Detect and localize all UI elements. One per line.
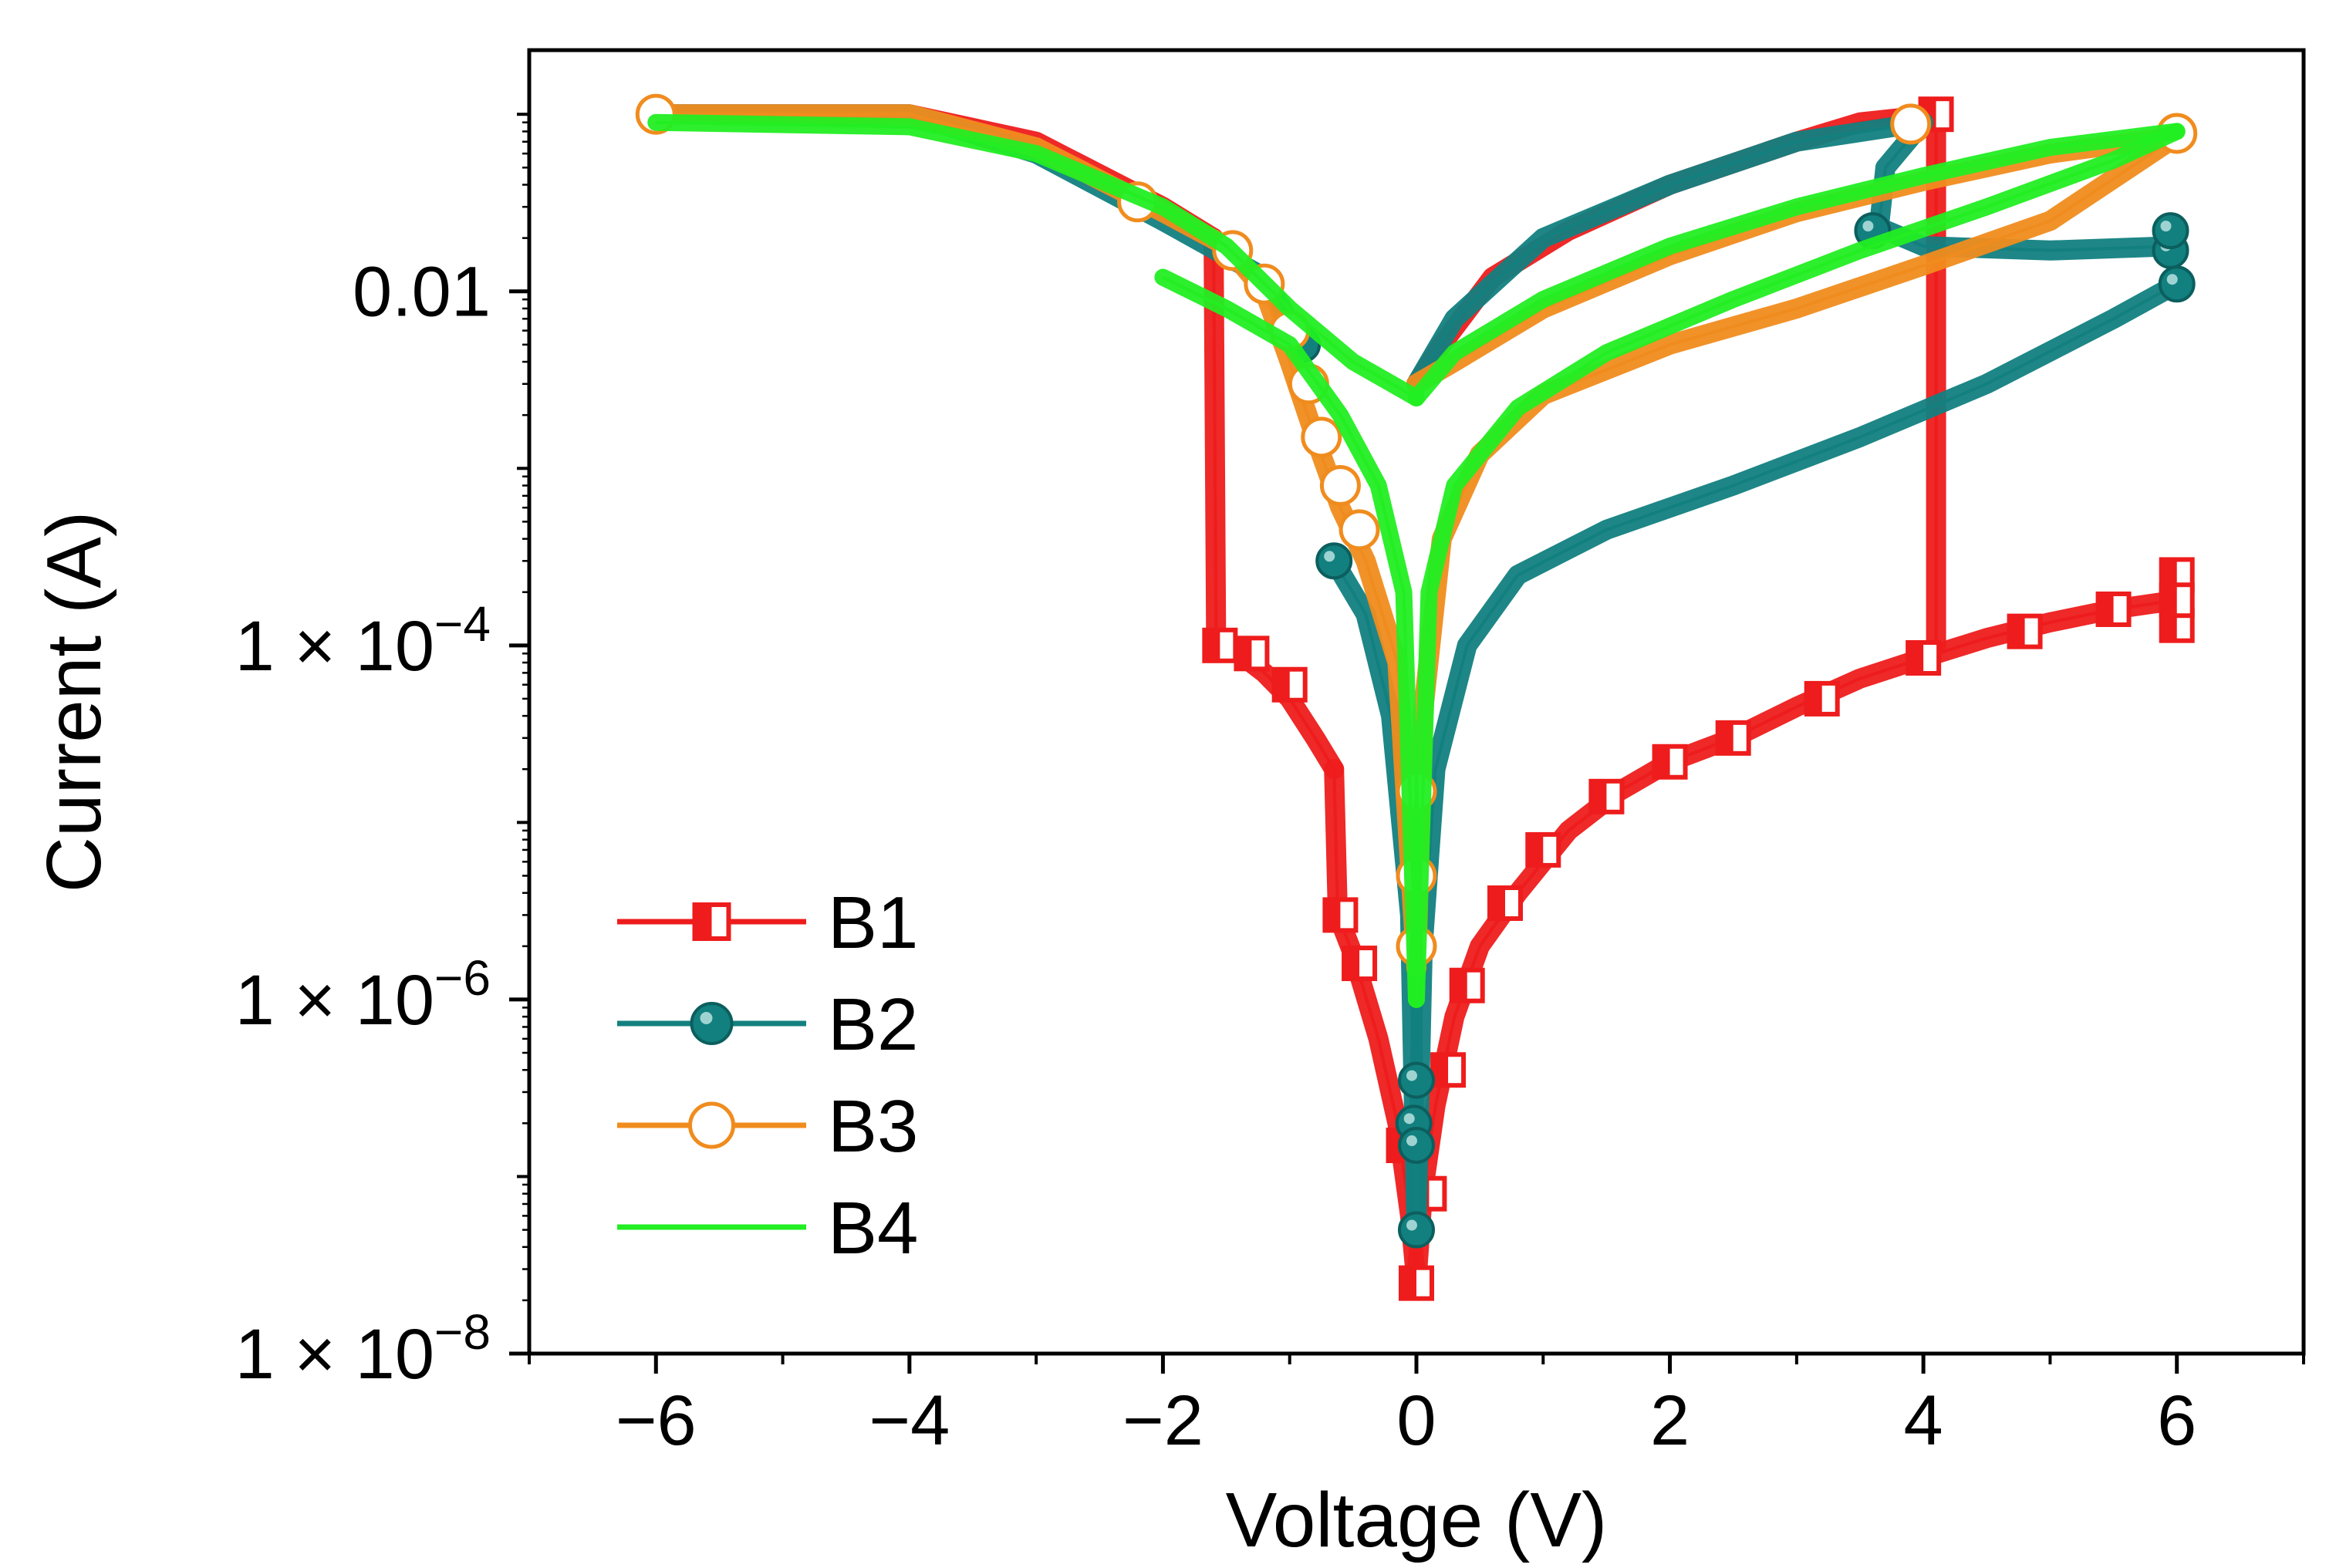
data-point-b2-highlight (1403, 1113, 1415, 1125)
series-b4-thin-line (656, 120, 1417, 400)
data-point-b1-fill (1204, 629, 1220, 661)
data-point-b2 (2158, 265, 2196, 303)
data-point-b2-highlight (2160, 221, 2172, 232)
series-b2-line (1406, 274, 2187, 1240)
legend-marker (690, 1002, 734, 1045)
legend-marker-highlight (700, 1012, 713, 1024)
data-point-b2-highlight (2166, 274, 2178, 285)
data-point-b3 (1338, 509, 1380, 551)
legend-item-b4: B4 (617, 1187, 918, 1270)
series-b4 (647, 113, 2186, 1008)
data-point-b2-highlight (1324, 551, 1335, 562)
y-tick-mantissa: 1 × 10 (235, 1315, 434, 1394)
legend-marker (688, 1101, 735, 1149)
x-tick-label: 0 (1396, 1381, 1436, 1460)
data-point-b1-fill (1274, 669, 1290, 700)
data-point-b3 (1319, 465, 1361, 507)
data-point-b1-fill (1654, 746, 1670, 777)
data-point-b2 (1398, 1211, 1435, 1249)
series-b1-line (1406, 590, 2187, 1293)
data-point-b1-fill (1908, 642, 1924, 674)
x-axis-title: Voltage (V) (1226, 1477, 1608, 1563)
legend-marker-fill (694, 905, 712, 939)
data-point-b1-fill (1717, 722, 1733, 754)
series-b4-thin-line (1415, 130, 2177, 400)
legend-item-b2: B2 (617, 983, 918, 1066)
legend: B1 B2 B3 B4 (617, 882, 918, 1270)
data-point-b2-highlight (1862, 221, 1874, 232)
data-point-b1-fill (1490, 888, 1505, 919)
series-layer (635, 93, 2198, 1301)
x-tick-label: 2 (1650, 1381, 1690, 1460)
y-tick-exponent: −8 (434, 1304, 491, 1360)
data-point-b1-fill (1401, 1267, 1416, 1299)
data-point-b1-fill (1325, 899, 1341, 931)
series-b2-thin-line (1415, 120, 1928, 385)
legend-label: B3 (828, 1085, 918, 1168)
x-tick-label: 6 (2157, 1381, 2196, 1460)
data-point-b1-fill (1236, 638, 1252, 669)
legend-label: B4 (828, 1187, 918, 1270)
y-tick-label: 1 × 10−6 (235, 950, 491, 1040)
legend-label: B2 (828, 983, 918, 1066)
series-b4-thin-line (1415, 130, 2178, 1000)
legend-item-b1: B1 (617, 882, 918, 964)
y-tick-label: 1 × 10−8 (235, 1304, 491, 1394)
data-point-b1-fill (1451, 969, 1467, 1001)
data-point-b1-fill (2098, 593, 2114, 625)
series-b2-thin-line (1415, 282, 2178, 1230)
data-point-b2 (2152, 212, 2189, 250)
series-b4-thin-line (1162, 275, 1418, 1000)
x-tick-label: −6 (616, 1381, 697, 1460)
data-point-b1-fill (2161, 585, 2177, 616)
data-point-b2-highlight (1406, 1070, 1417, 1081)
y-tick-mantissa: 1 × 10 (235, 607, 434, 686)
legend-item-b3: B3 (617, 1085, 918, 1168)
series-b1-line (1206, 635, 1345, 780)
x-tick-label: −4 (869, 1381, 950, 1460)
y-tick-mantissa: 1 × 10 (235, 961, 434, 1040)
data-point-b1-fill (1344, 948, 1360, 980)
data-point-b1-fill (1433, 1054, 1449, 1086)
data-point-b3 (1890, 103, 1932, 145)
data-point-b2-highlight (1406, 1219, 1417, 1231)
y-tick-label: 0.01 (353, 253, 491, 332)
y-tick-exponent: −4 (434, 596, 491, 652)
x-tick-label: 4 (1904, 1381, 1943, 1460)
data-point-b1-fill (2009, 615, 2025, 647)
y-axis-title: Current (A) (31, 511, 117, 893)
legend-label: B1 (828, 882, 918, 964)
data-point-b2 (1398, 1061, 1435, 1099)
series-b3-thin-line (1263, 291, 1418, 969)
y-tick-exponent: −6 (434, 950, 491, 1006)
y-tick-label: 1 × 10−4 (235, 596, 491, 686)
data-point-b1-fill (1591, 781, 1607, 812)
tick-labels: −6 −4 −2 0 2 4 61 × 10−81 × 10−61 × 10−40.01 (235, 253, 2197, 1460)
data-point-b1-fill (1528, 834, 1544, 865)
data-point-b1-fill (1806, 683, 1822, 714)
axis-ticks (509, 113, 2305, 1374)
x-tick-label: −2 (1122, 1381, 1203, 1460)
data-point-b2-highlight (1406, 1135, 1417, 1147)
data-point-b2 (1398, 1127, 1435, 1165)
data-point-b3 (1301, 416, 1342, 458)
data-point-b2 (1315, 542, 1353, 580)
